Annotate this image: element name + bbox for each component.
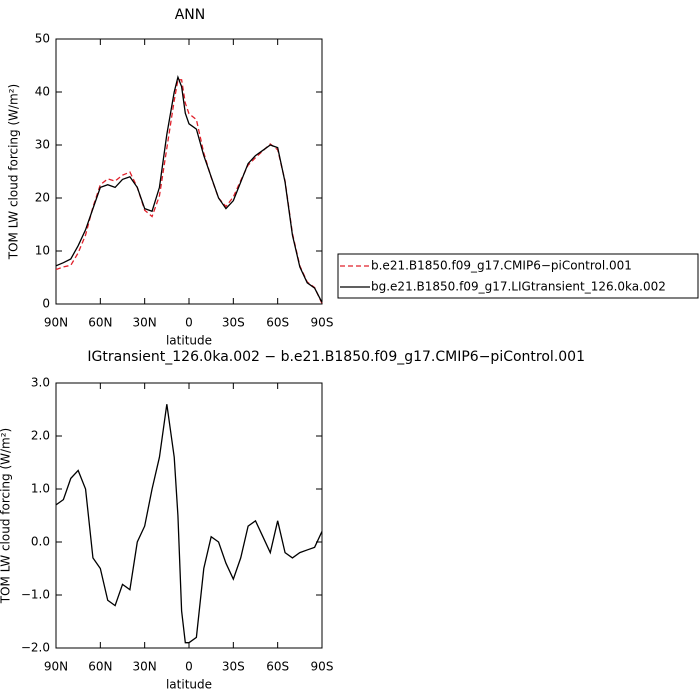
x-tick-label: 60S (266, 660, 289, 674)
y-tick-label: 1.0 (31, 482, 50, 496)
legend-label: bg.e21.B1850.f09_g17.LIGtransient_126.0k… (371, 280, 666, 294)
legend-box (337, 253, 699, 299)
x-tick-label: 0 (185, 316, 193, 330)
x-tick-label: 30N (133, 660, 157, 674)
chart-title: ANN (175, 7, 206, 23)
x-tick-label: 30S (222, 316, 245, 330)
y-tick-label: 0.0 (31, 535, 50, 549)
y-tick-label: 40 (35, 85, 50, 99)
chart-title: IGtransient_126.0ka.002 − b.e21.B1850.f0… (87, 349, 585, 365)
plot-frame (55, 38, 323, 305)
x-tick-label: 90N (44, 660, 68, 674)
plot-frame (55, 382, 323, 649)
data-line (55, 404, 323, 644)
y-tick-label: 0 (42, 297, 50, 311)
y-tick-label: 10 (35, 244, 50, 258)
y-axis-label: TOM LW cloud forcing (W/m²) (7, 84, 21, 261)
x-tick-label: 90S (311, 316, 334, 330)
y-tick-label: 50 (35, 32, 50, 46)
y-tick-label: 30 (35, 138, 50, 152)
data-line (55, 79, 323, 304)
legend-label: b.e21.B1850.f09_g17.CMIP6−piControl.001 (371, 259, 632, 273)
y-tick-label: 20 (35, 191, 50, 205)
data-line (55, 75, 323, 303)
x-axis-label: latitude (166, 334, 212, 348)
y-tick-label: −1.0 (21, 588, 50, 602)
x-tick-label: 90S (311, 660, 334, 674)
y-axis-label: TOM LW cloud forcing (W/m²) (0, 428, 13, 605)
x-tick-label: 60N (88, 660, 112, 674)
x-tick-label: 30N (133, 316, 157, 330)
x-tick-label: 90N (44, 316, 68, 330)
y-tick-label: 2.0 (31, 429, 50, 443)
x-tick-label: 30S (222, 660, 245, 674)
x-tick-label: 60S (266, 316, 289, 330)
x-axis-label: latitude (166, 678, 212, 692)
x-tick-label: 60N (88, 316, 112, 330)
y-tick-label: 3.0 (31, 376, 50, 390)
x-tick-label: 0 (185, 660, 193, 674)
y-tick-label: −2.0 (21, 641, 50, 655)
